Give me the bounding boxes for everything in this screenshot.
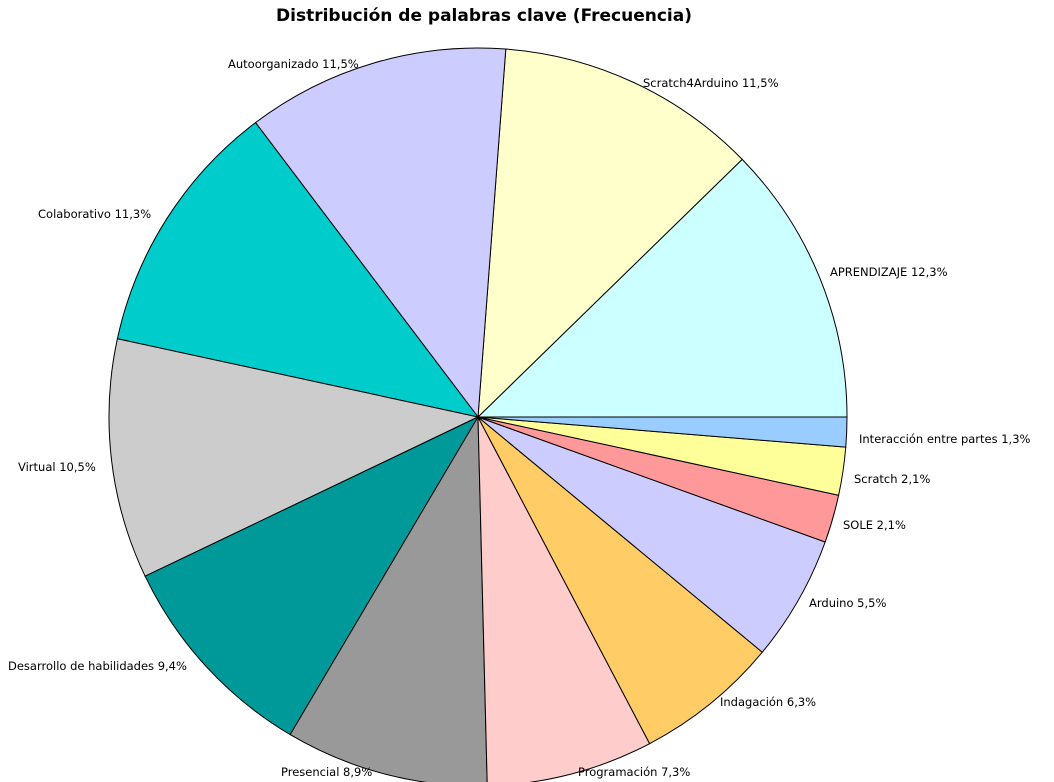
slice-label-indagaci-n: Indagación 6,3% [720,695,816,709]
pie-slice-aprendizaje [476,158,848,418]
slice-label-presencial: Presencial 8,9% [281,765,372,779]
slice-label-arduino: Arduino 5,5% [809,596,886,610]
slice-label-programaci-n: Programación 7,3% [578,765,690,779]
slice-label-aprendizaje: APRENDIZAJE 12,3% [830,265,948,279]
slice-label-sole: SOLE 2,1% [843,518,906,532]
pie-slice-autoorganizado [254,47,507,419]
slice-label-virtual: Virtual 10,5% [18,460,96,474]
pie-slice-programaci-n [477,416,651,782]
slice-label-scratch4arduino: Scratch4Arduino 11,5% [643,76,779,90]
slice-label-colaborativo: Colaborativo 11,3% [38,207,151,221]
slice-label-desarrollo-de-habilidades: Desarrollo de habilidades 9,4% [8,659,187,673]
pie-slice-colaborativo [116,121,480,418]
pie-slice-desarrollo-de-habilidades [144,415,480,736]
slice-label-interacci-n-entre-partes: Interacción entre partes 1,3% [859,432,1031,446]
pie-slice-scratch4arduino [477,48,743,419]
pie-slice-virtual [108,338,480,577]
pie-slice-indagaci-n [477,416,764,745]
chart-title: Distribución de palabras clave (Frecuenc… [276,6,692,26]
pie-slice-interacci-n-entre-partes [477,416,848,448]
slice-label-autoorganizado: Autoorganizado 11,5% [228,57,359,71]
slice-label-scratch: Scratch 2,1% [854,472,930,486]
pie-slice-presencial [289,415,488,782]
